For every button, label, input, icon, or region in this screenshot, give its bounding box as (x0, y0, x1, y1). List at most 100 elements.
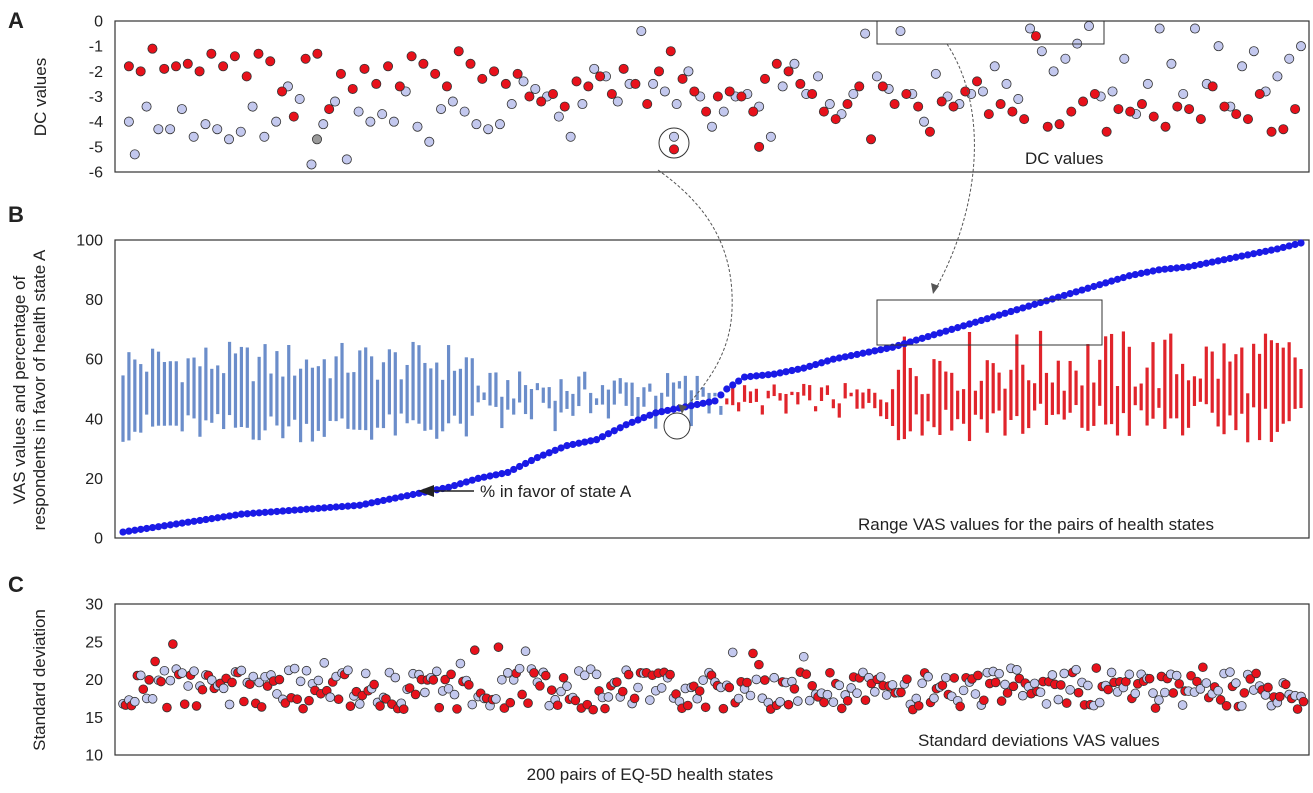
dc-point-state-a (471, 119, 482, 130)
vas-range-bar-state-b (1287, 342, 1291, 422)
percent-favor-point (693, 400, 701, 409)
dc-point-state-a (306, 159, 317, 170)
vas-range-bar-state-a (719, 405, 723, 415)
vas-range-bar-state-b (1044, 372, 1049, 425)
sd-point-state-a (1017, 690, 1028, 701)
vas-range-bar-state-b (890, 389, 895, 427)
sd-point-state-b (700, 702, 711, 713)
vas-range-bar-state-a (600, 385, 605, 405)
dc-point-state-b (701, 106, 712, 117)
dc-point-state-b (665, 46, 676, 57)
percent-favor-point (1297, 239, 1305, 247)
dc-point-state-b (842, 99, 853, 110)
dc-point-state-b (253, 48, 264, 59)
dc-point-state-a (271, 116, 282, 127)
vas-range-bar-state-b (967, 331, 972, 442)
dc-point-state-b (1007, 106, 1018, 117)
sd-point-state-b (375, 701, 385, 711)
percent-favor-point (1220, 256, 1228, 264)
vas-range-bar-state-b (985, 360, 989, 433)
sd-point-state-a (502, 668, 513, 678)
vas-range-bar-state-b (1192, 376, 1197, 406)
percent-favor-point (1036, 298, 1045, 307)
vas-range-bar-state-a (358, 350, 362, 430)
percent-favor-point (664, 406, 672, 415)
percent-favor-point (877, 346, 885, 354)
dc-point-state-b (1030, 31, 1041, 42)
vas-range-bar-state-b (1080, 385, 1084, 428)
vas-range-bar-state-b (1003, 388, 1007, 436)
sd-point-state-b (1263, 682, 1273, 693)
dc-point-state-b (1278, 124, 1289, 135)
sd-point-state-b (540, 670, 551, 681)
dc-point-state-b (1242, 114, 1253, 125)
vas-range-bar-state-b (1121, 331, 1126, 414)
dc-point-state-b (760, 73, 771, 84)
sd-point-state-b (1198, 662, 1208, 673)
panel-a-ylabel: DC values (31, 58, 50, 136)
dc-point-state-b (524, 91, 535, 102)
dc-point-state-a (424, 136, 435, 147)
percent-favor-point (965, 320, 974, 328)
percent-favor-point (616, 424, 624, 432)
vas-range-bar-state-a (482, 392, 486, 400)
dc-point-state-a (1154, 23, 1165, 34)
panel-b-frame (114, 239, 1310, 539)
sd-point-state-b (546, 685, 557, 695)
vas-range-bar-state-b (1169, 333, 1173, 419)
dc-point-state-a (612, 96, 623, 107)
percent-favor-point (1173, 264, 1181, 272)
percent-favor-point (131, 526, 139, 534)
percent-favor-point (711, 397, 719, 405)
sd-point-state-b (1150, 703, 1161, 713)
vas-range-bar-state-a (470, 358, 474, 416)
sd-point-state-a (1029, 678, 1040, 689)
panel-b-arrow-label: % in favor of state A (480, 482, 632, 501)
percent-favor-point (1113, 275, 1122, 283)
sd-point-state-a (562, 681, 572, 691)
dc-point-state-a (1272, 71, 1283, 82)
vas-range-bar-state-b (932, 359, 936, 428)
vas-range-bar-state-a (666, 373, 670, 397)
vas-range-bar-state-b (1027, 380, 1031, 429)
dc-point-state-a (669, 131, 680, 142)
percent-favor-point (285, 506, 293, 515)
percent-favor-point (320, 504, 328, 512)
percent-favor-point (948, 325, 956, 333)
percent-favor-point (302, 505, 311, 513)
panel-a-annotation: DC values (1025, 149, 1103, 168)
vas-range-bar-state-a (553, 400, 557, 432)
dc-point-state-b (383, 61, 394, 72)
dc-point-state-b (1113, 104, 1124, 115)
percent-favor-point (1119, 273, 1128, 282)
sd-point-state-b (718, 703, 729, 714)
vas-range-bar-state-b (855, 389, 859, 409)
panel-b-percent-curve (119, 239, 1305, 536)
dc-point-state-b (712, 91, 723, 102)
vas-range-bar-state-b (808, 385, 812, 401)
percent-favor-point (1273, 245, 1281, 253)
sd-point-state-a (958, 685, 969, 696)
dc-point-state-b (371, 78, 382, 89)
percent-favor-point (918, 334, 926, 342)
connector-circle-arrowhead (678, 404, 686, 414)
dc-point-state-b (595, 71, 606, 82)
sd-point-state-a (224, 699, 235, 710)
dc-point-state-b (807, 88, 818, 99)
vas-range-bar-state-b (784, 393, 788, 414)
dc-point-state-b (347, 83, 358, 94)
vas-range-bar-state-a (304, 359, 309, 424)
percent-favor-point (326, 503, 334, 512)
percent-favor-point (646, 411, 654, 419)
vas-range-bar-state-a (127, 352, 131, 441)
sd-point-state-a (994, 668, 1004, 679)
percent-favor-point (1084, 284, 1092, 292)
vas-range-bar-state-b (802, 383, 806, 396)
dc-point-state-a (565, 131, 576, 142)
vas-range-bar-state-b (831, 399, 835, 409)
sd-point-state-a (1041, 699, 1052, 709)
dc-point-state-a (247, 101, 258, 112)
vas-range-bar-state-b (1228, 361, 1232, 416)
dc-point-state-a (1025, 23, 1036, 34)
sd-point-state-a (1094, 697, 1105, 708)
